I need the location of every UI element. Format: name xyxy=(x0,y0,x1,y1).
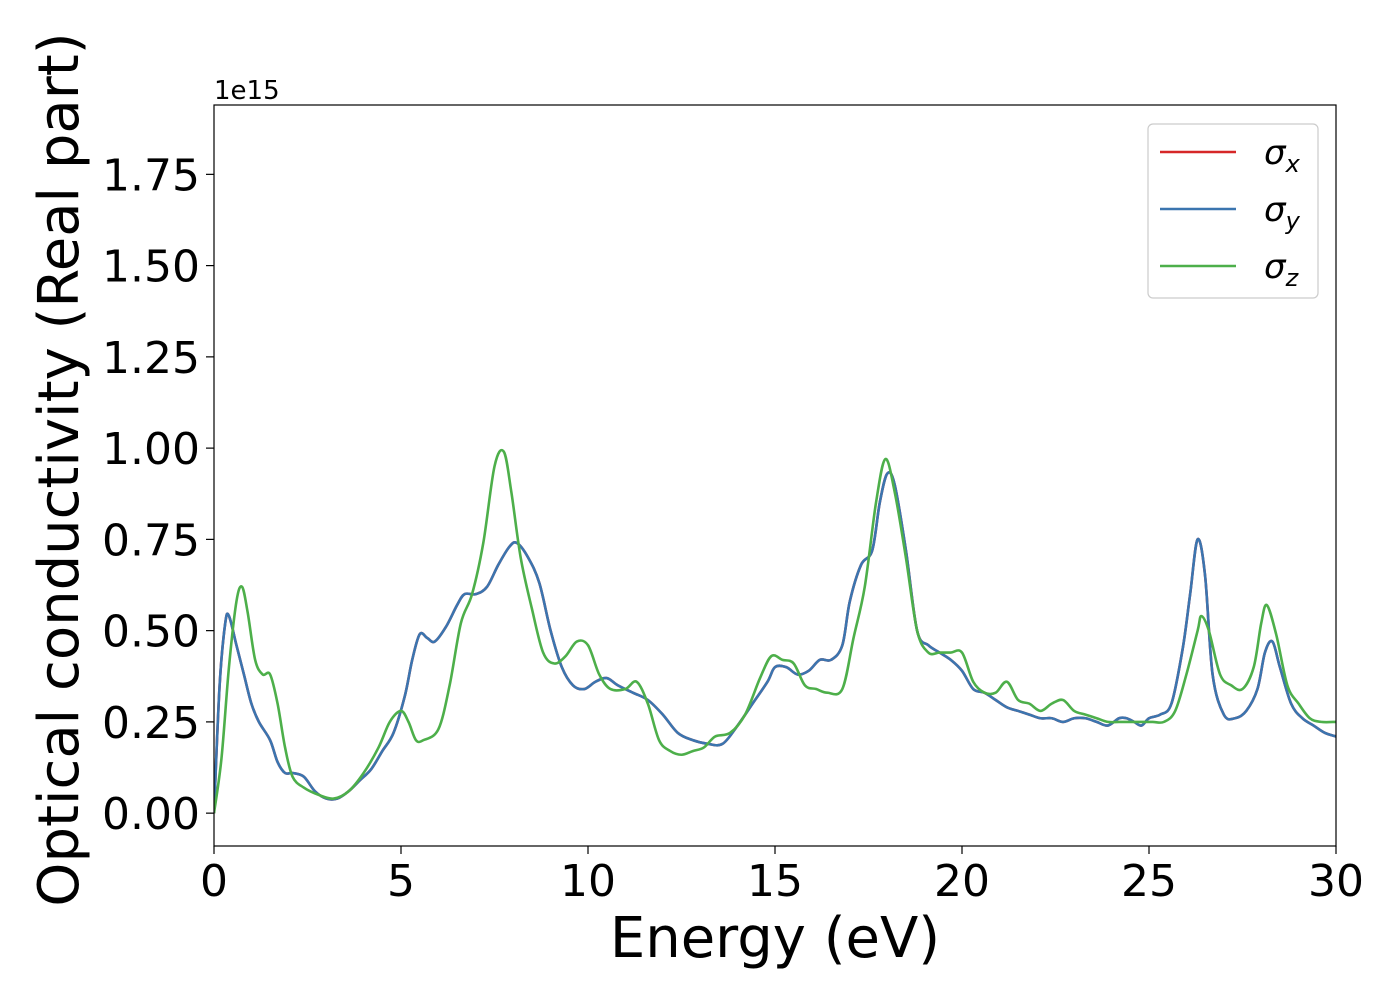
x-tick-label: 0 xyxy=(200,856,228,907)
x-tick-label: 20 xyxy=(934,856,990,907)
x-tick-label: 15 xyxy=(747,856,803,907)
x-axis: 0 5 10 15 20 25 30 xyxy=(200,846,1364,907)
legend-subscript: x xyxy=(1285,150,1301,178)
x-tick-label: 5 xyxy=(387,856,415,907)
legend-subscript: y xyxy=(1285,207,1301,235)
x-tick-label: 10 xyxy=(560,856,616,907)
y-tick-label: 0.25 xyxy=(102,698,200,749)
y-tick-label: 0.75 xyxy=(102,515,200,566)
x-tick-label: 25 xyxy=(1121,856,1177,907)
y-tick-label: 1.75 xyxy=(102,150,200,201)
series-line-x xyxy=(214,471,1336,814)
legend-box xyxy=(1147,123,1319,299)
legend-subscript: z xyxy=(1285,264,1300,292)
y-axis-title: Optical conductivity (Real part) xyxy=(27,32,92,906)
y-tick-label: 1.50 xyxy=(102,242,200,293)
series-line-z xyxy=(214,448,1336,814)
y-tick-label: 0.00 xyxy=(102,789,200,840)
series-line-y xyxy=(214,471,1336,814)
y-offset-label: 1e15 xyxy=(214,76,280,106)
y-tick-label: 1.00 xyxy=(102,424,200,475)
x-tick-label: 30 xyxy=(1308,856,1364,907)
series-layer xyxy=(214,448,1336,814)
y-tick-label: 0.50 xyxy=(102,607,200,658)
x-axis-title: Energy (eV) xyxy=(610,906,940,971)
y-axis: 0.00 0.25 0.50 0.75 1.00 1.25 1.50 1.75 xyxy=(102,150,214,840)
y-tick-label: 1.25 xyxy=(102,333,200,384)
